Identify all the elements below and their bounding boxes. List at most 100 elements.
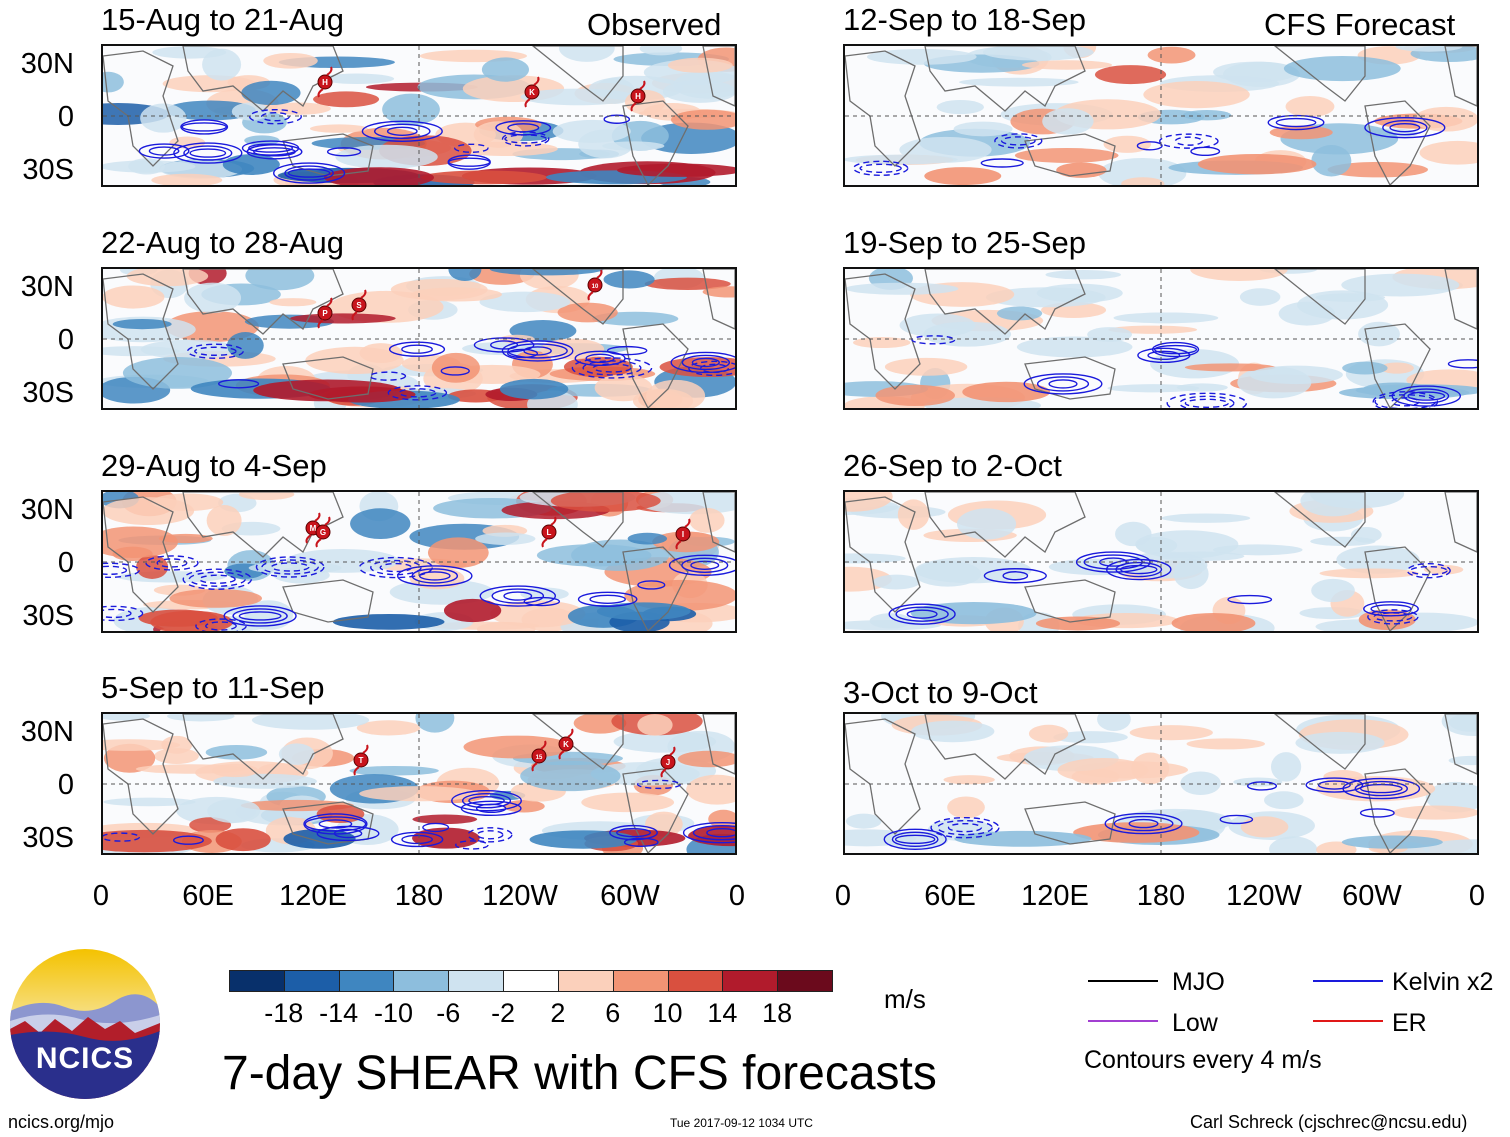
kelvin-contour bbox=[1159, 133, 1219, 149]
tropical-cyclone-icon: S bbox=[351, 289, 367, 321]
shear-shading bbox=[1213, 61, 1298, 83]
shear-shading bbox=[644, 277, 731, 291]
continent-outline bbox=[924, 269, 1086, 335]
kelvin-contour bbox=[238, 611, 282, 621]
kelvin-contour bbox=[401, 344, 433, 354]
shear-shading bbox=[463, 735, 572, 759]
legend-label-mjo: MJO bbox=[1172, 968, 1225, 996]
legend-line-er bbox=[1313, 1020, 1383, 1022]
colorbar-tick-label: -14 bbox=[319, 998, 359, 1028]
shear-shading bbox=[126, 269, 209, 287]
shear-shading bbox=[165, 100, 256, 121]
shear-shading bbox=[319, 73, 395, 84]
colorbar-tick-label: -6 bbox=[436, 998, 461, 1028]
kelvin-contour bbox=[523, 346, 552, 356]
colorbar-swatch bbox=[229, 970, 285, 992]
shear-shading bbox=[686, 774, 735, 805]
map-canvas: T 15 K J bbox=[103, 714, 735, 853]
map-canvas: H K H bbox=[103, 46, 735, 185]
storm-label: S bbox=[356, 301, 362, 310]
tropical-cyclone-icon: G bbox=[315, 516, 331, 548]
shear-shading bbox=[1311, 578, 1355, 603]
tropical-cyclone-icon: H bbox=[630, 80, 646, 112]
kelvin-contour bbox=[859, 163, 902, 173]
colorbar-tick-label: 10 bbox=[652, 998, 683, 1028]
colorbar-tick-label: 14 bbox=[707, 998, 738, 1028]
shear-shading bbox=[350, 508, 411, 540]
shear-shading bbox=[427, 537, 489, 568]
kelvin-contour bbox=[194, 346, 237, 356]
shear-shading bbox=[1425, 781, 1477, 813]
shear-map bbox=[843, 267, 1479, 410]
shear-shading bbox=[884, 357, 968, 376]
shear-shading bbox=[947, 796, 985, 819]
lat-label-30s: 30S bbox=[22, 600, 74, 632]
kelvin-contour bbox=[373, 123, 431, 139]
continent-outline bbox=[182, 46, 344, 112]
kelvin-contour bbox=[690, 560, 720, 570]
kelvin-contour bbox=[603, 114, 631, 124]
kelvin-contour bbox=[418, 571, 451, 581]
map-canvas bbox=[845, 492, 1477, 631]
continent-outline bbox=[924, 46, 1086, 112]
kelvin-contour bbox=[1370, 604, 1412, 614]
shear-shading bbox=[475, 532, 536, 545]
kelvin-contour bbox=[616, 827, 652, 838]
kelvin-contour bbox=[103, 608, 132, 619]
lat-label-30n: 30N bbox=[20, 494, 74, 526]
panel-title: 22-Aug to 28-Aug bbox=[101, 225, 345, 260]
kelvin-contour bbox=[1407, 391, 1446, 401]
shear-shading bbox=[552, 119, 631, 143]
kelvin-contour bbox=[447, 154, 491, 170]
shear-shading bbox=[1053, 731, 1128, 744]
shear-shading bbox=[103, 797, 196, 807]
shear-shading bbox=[943, 775, 995, 785]
shear-shading bbox=[1310, 536, 1376, 546]
tropical-cyclone-icon: H bbox=[317, 66, 333, 98]
shear-map bbox=[843, 712, 1479, 855]
shear-shading bbox=[151, 493, 224, 512]
shear-shading bbox=[617, 163, 735, 177]
shear-shading bbox=[278, 743, 315, 765]
kelvin-contour bbox=[1275, 117, 1317, 128]
continent-outline bbox=[182, 714, 344, 780]
shear-shading bbox=[290, 313, 396, 324]
kelvin-contour bbox=[318, 819, 353, 829]
kelvin-contour bbox=[682, 822, 735, 844]
shear-shading bbox=[489, 269, 604, 276]
colorbar-swatch bbox=[777, 970, 833, 992]
storm-label: M bbox=[310, 524, 317, 533]
colorbar-tick-label: 6 bbox=[605, 998, 621, 1028]
shear-shading bbox=[1379, 362, 1414, 374]
kelvin-contour bbox=[1364, 116, 1446, 139]
panel-title: 3-Oct to 9-Oct bbox=[843, 675, 1038, 710]
kelvin-contour bbox=[1227, 594, 1273, 605]
shear-shading bbox=[1115, 521, 1152, 547]
shear-shading bbox=[959, 77, 1079, 87]
kelvin-contour bbox=[422, 822, 450, 833]
shear-shading bbox=[359, 343, 403, 364]
shear-map: T 15 K J bbox=[101, 712, 737, 855]
kelvin-contour bbox=[1023, 373, 1103, 395]
kelvin-contour bbox=[1359, 808, 1395, 818]
kelvin-contour bbox=[501, 131, 550, 147]
legend-label-kelvin: Kelvin x2 bbox=[1392, 968, 1494, 996]
lon-label: 60E bbox=[182, 880, 234, 912]
kelvin-contour bbox=[205, 621, 237, 631]
shear-shading bbox=[1341, 835, 1443, 849]
shear-shading bbox=[1197, 153, 1317, 175]
storm-label: H bbox=[322, 78, 328, 87]
kelvin-contour bbox=[468, 795, 505, 806]
lon-label: 60E bbox=[924, 880, 976, 912]
kelvin-contour bbox=[248, 143, 294, 153]
shear-shading bbox=[853, 337, 911, 349]
shear-shading bbox=[652, 531, 720, 553]
lon-label: 120W bbox=[1226, 880, 1302, 912]
shear-shading bbox=[867, 48, 977, 65]
shear-shading bbox=[349, 765, 439, 776]
kelvin-contour bbox=[455, 840, 489, 850]
shear-shading bbox=[213, 773, 317, 789]
continent-outline bbox=[845, 496, 921, 613]
storm-label: I bbox=[682, 530, 684, 539]
